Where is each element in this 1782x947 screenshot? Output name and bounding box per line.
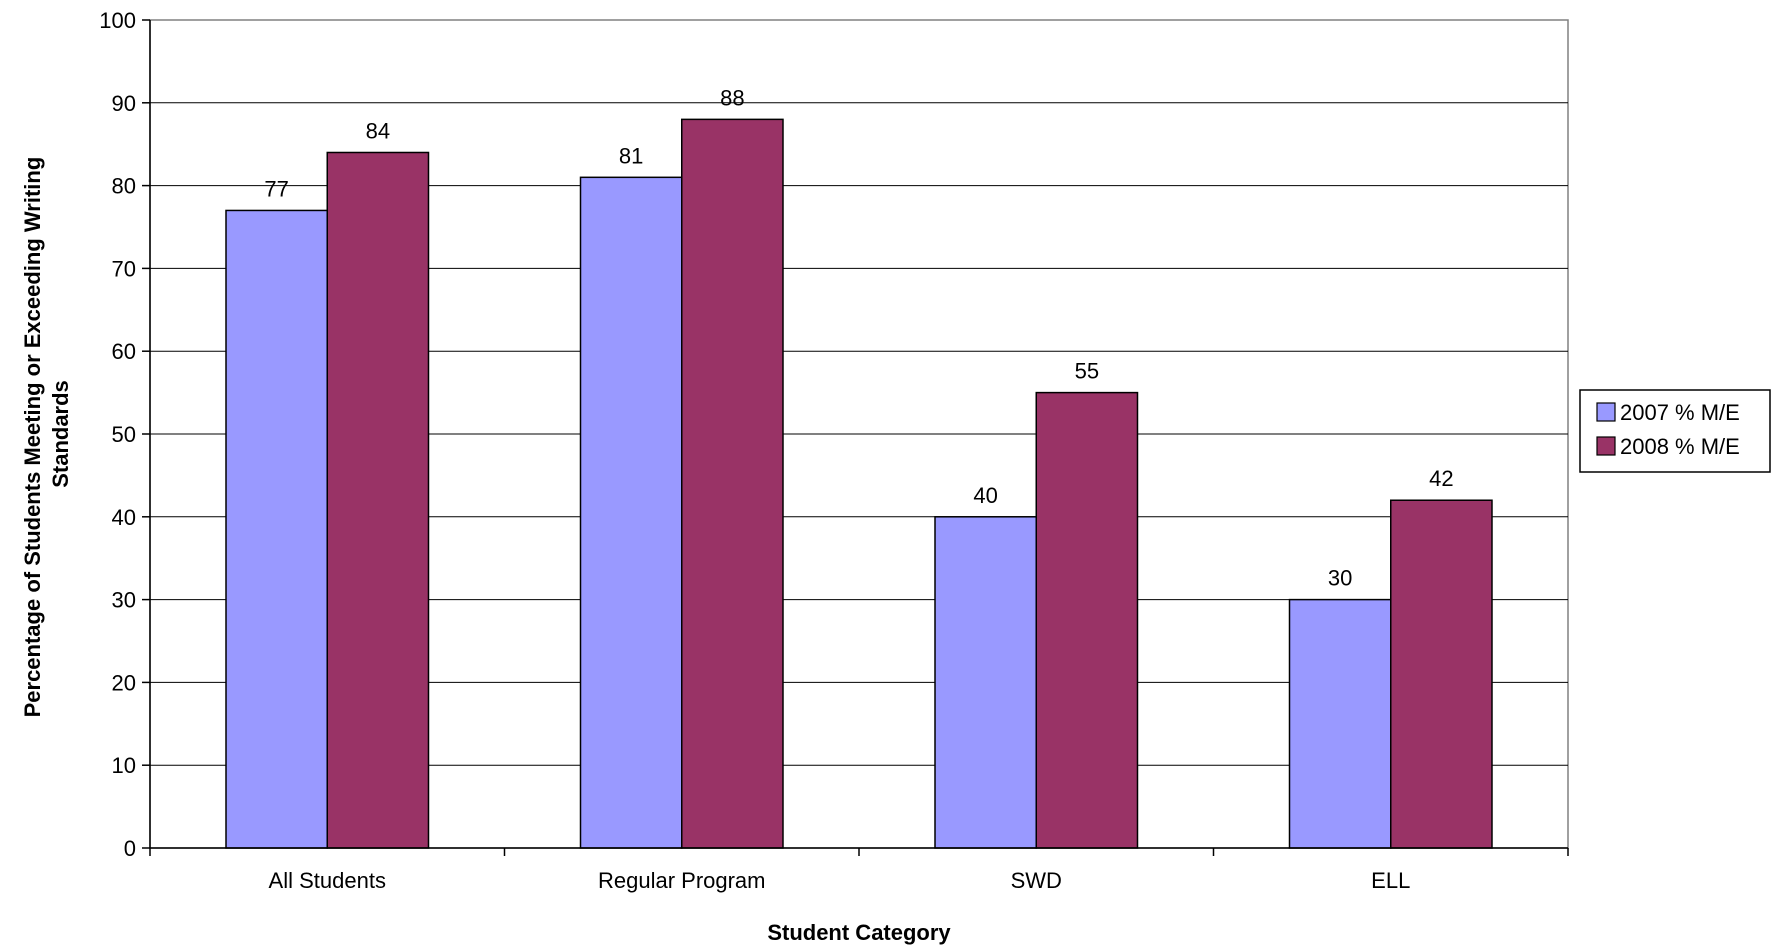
bar [1288,598,1392,849]
data-label: 55 [1075,359,1099,384]
y-tick-label: 80 [112,174,136,199]
y-axis-title-line-2: Standards [48,380,73,488]
bar [579,176,683,849]
y-axis-title-line-1: Percentage of Students Meeting or Exceed… [20,157,45,718]
data-label: 77 [264,176,288,201]
x-axis-title: Student Category [767,920,951,945]
data-label: 88 [720,85,744,110]
data-label: 30 [1328,566,1352,591]
legend-label: 2007 % M/E [1620,400,1740,425]
y-tick-label: 70 [112,256,136,281]
bar [1035,391,1139,849]
x-tick-label: All Students [269,868,386,893]
x-axis-ticks: All Students Regular Program SWD ELL [149,848,1569,893]
x-tick-label: Regular Program [598,868,766,893]
data-labels: 77 84 81 88 40 55 30 42 [264,85,1453,590]
bar [934,516,1038,849]
y-tick-label: 60 [112,339,136,364]
legend-swatch [1596,402,1616,422]
x-tick-label: SWD [1011,868,1062,893]
bar [225,209,329,849]
y-tick-label: 40 [112,505,136,530]
y-tick-label: 30 [112,588,136,613]
bars [225,118,1493,849]
x-tick-label: ELL [1371,868,1410,893]
y-tick-label: 100 [99,8,136,33]
bar [326,151,430,849]
y-axis-title: Percentage of Students Meeting or Exceed… [20,151,73,718]
y-tick-label: 20 [112,670,136,695]
legend: 2007 % M/E 2008 % M/E [1579,389,1771,473]
data-label: 42 [1429,466,1453,491]
bar [1390,499,1493,849]
y-axis-ticks: 0 10 20 30 40 50 60 70 80 90 100 [99,8,150,861]
bar [681,118,784,849]
data-label: 84 [366,118,390,143]
y-tick-label: 10 [112,753,136,778]
y-tick-label: 90 [112,91,136,116]
data-label: 40 [973,483,997,508]
data-label: 81 [619,143,643,168]
legend-swatch [1596,436,1616,456]
y-tick-label: 50 [112,422,136,447]
y-tick-label: 0 [124,836,136,861]
legend-label: 2008 % M/E [1620,434,1740,459]
